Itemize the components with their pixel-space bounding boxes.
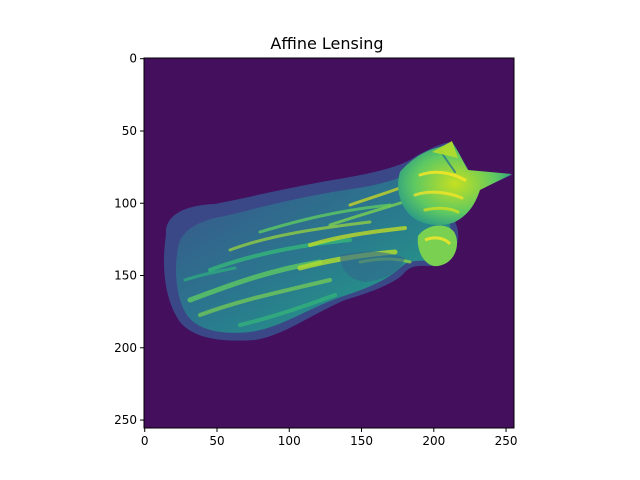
image-frame (143, 57, 515, 429)
y-tick-label: 50 (122, 124, 137, 138)
x-tick-label: 250 (495, 434, 518, 448)
figure-title: Affine Lensing (270, 34, 383, 53)
y-tick-label: 200 (114, 341, 137, 355)
paw-highlight (424, 236, 452, 246)
x-axis: 0 50 100 150 200 250 (141, 428, 518, 448)
y-tick-label: 0 (129, 52, 137, 66)
x-tick-label: 200 (422, 434, 445, 448)
y-tick-label: 100 (114, 196, 137, 210)
x-tick-label: 100 (278, 434, 301, 448)
image-plot-area (143, 57, 515, 429)
y-tick-label: 250 (114, 413, 137, 427)
cat-ear (432, 141, 458, 158)
cat-body-fur (176, 172, 452, 333)
y-tick-label: 150 (114, 269, 137, 283)
x-tick-label: 150 (350, 434, 373, 448)
cat-paw (417, 225, 458, 267)
y-axis: 0 50 100 150 200 250 (114, 52, 144, 427)
lensed-cat-image (163, 141, 512, 341)
x-tick-label: 0 (141, 434, 149, 448)
x-tick-label: 50 (209, 434, 224, 448)
cat-lower-fold (340, 251, 405, 282)
cat-head (398, 142, 512, 226)
